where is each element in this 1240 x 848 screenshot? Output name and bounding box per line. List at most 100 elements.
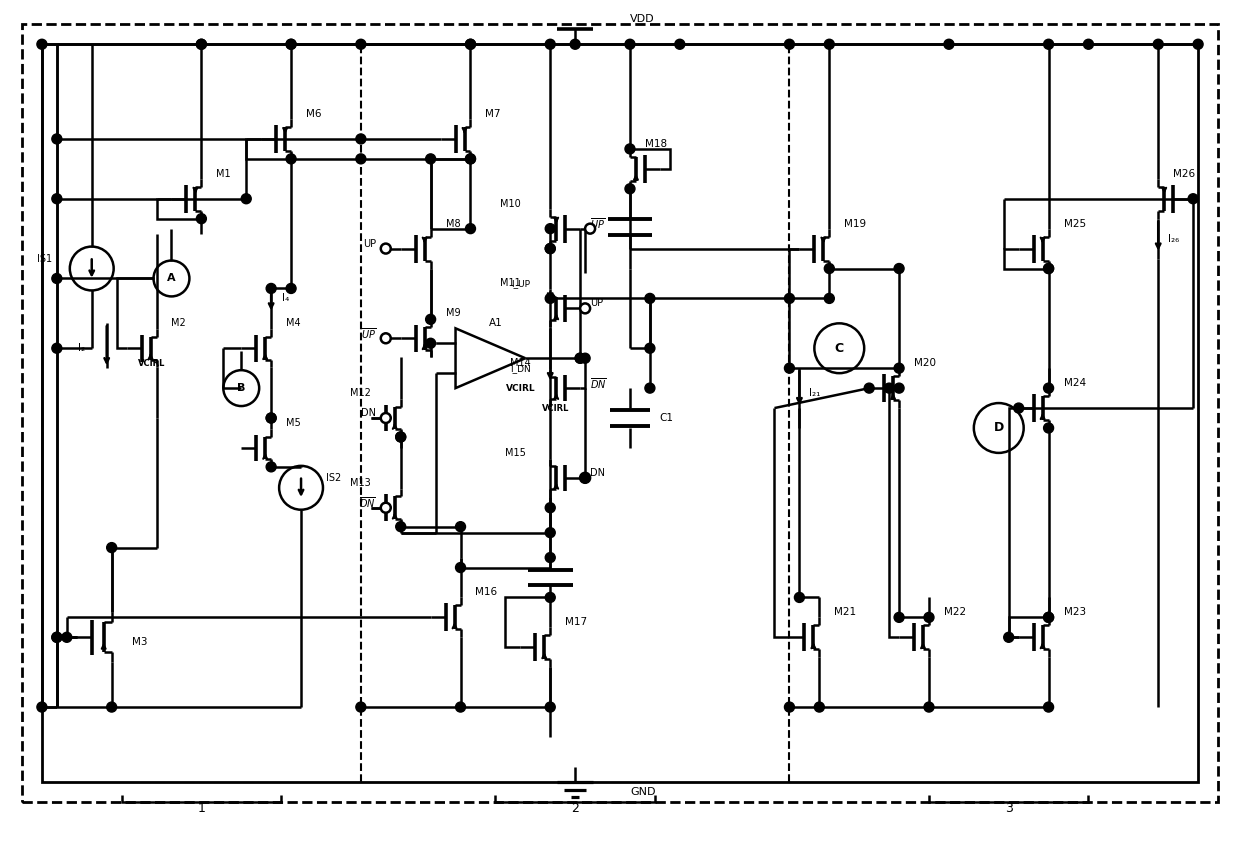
- Text: M10: M10: [501, 198, 521, 209]
- Circle shape: [884, 383, 894, 393]
- Text: I₄: I₄: [283, 293, 290, 304]
- Circle shape: [1044, 264, 1054, 274]
- Text: M24: M24: [1064, 378, 1086, 388]
- Text: A: A: [167, 273, 176, 283]
- Text: D: D: [993, 421, 1004, 434]
- Circle shape: [267, 413, 277, 423]
- Text: M3: M3: [131, 638, 148, 647]
- Circle shape: [396, 522, 405, 532]
- Text: M11: M11: [501, 278, 521, 288]
- Circle shape: [546, 39, 556, 49]
- Circle shape: [196, 214, 206, 224]
- Circle shape: [546, 293, 556, 304]
- Circle shape: [52, 343, 62, 354]
- Text: B: B: [237, 383, 246, 393]
- Circle shape: [267, 413, 277, 423]
- Circle shape: [196, 39, 206, 49]
- Text: DN: DN: [361, 408, 376, 418]
- Circle shape: [546, 527, 556, 538]
- Circle shape: [1193, 39, 1203, 49]
- Circle shape: [546, 593, 556, 602]
- Text: M26: M26: [1173, 169, 1195, 179]
- Circle shape: [455, 522, 465, 532]
- Circle shape: [381, 503, 391, 513]
- Text: M22: M22: [944, 607, 966, 617]
- Circle shape: [465, 153, 475, 164]
- Text: I₂₁: I₂₁: [808, 388, 820, 398]
- Circle shape: [381, 413, 391, 423]
- Text: M14: M14: [511, 358, 531, 368]
- Circle shape: [625, 184, 635, 193]
- Circle shape: [825, 39, 835, 49]
- Circle shape: [465, 153, 475, 164]
- Text: I_UP: I_UP: [511, 279, 529, 288]
- Circle shape: [580, 354, 590, 363]
- Circle shape: [580, 304, 590, 314]
- Circle shape: [894, 363, 904, 373]
- Text: VCIRL: VCIRL: [138, 359, 165, 368]
- Text: VCIRL: VCIRL: [506, 383, 536, 393]
- Circle shape: [425, 338, 435, 349]
- Text: M23: M23: [1064, 607, 1086, 617]
- Circle shape: [825, 293, 835, 304]
- Text: M17: M17: [565, 617, 588, 628]
- Text: 2: 2: [572, 802, 579, 815]
- Text: I_DN: I_DN: [510, 364, 531, 372]
- Text: M5: M5: [286, 418, 301, 428]
- Text: M19: M19: [844, 219, 867, 229]
- Text: M2: M2: [171, 318, 186, 328]
- Circle shape: [825, 264, 835, 274]
- Circle shape: [381, 333, 391, 343]
- Circle shape: [894, 383, 904, 393]
- Text: 3: 3: [1004, 802, 1013, 815]
- Circle shape: [425, 153, 435, 164]
- Circle shape: [107, 702, 117, 712]
- Circle shape: [580, 473, 590, 483]
- Circle shape: [675, 39, 684, 49]
- Circle shape: [425, 315, 435, 324]
- Text: M16: M16: [475, 588, 497, 598]
- Circle shape: [645, 293, 655, 304]
- Circle shape: [52, 633, 62, 642]
- Circle shape: [465, 224, 475, 234]
- Circle shape: [815, 702, 825, 712]
- Bar: [42, 44, 1198, 782]
- Text: 1: 1: [197, 802, 206, 815]
- Text: IS1: IS1: [37, 254, 52, 264]
- Circle shape: [1044, 264, 1054, 274]
- Text: UP: UP: [590, 298, 603, 309]
- Circle shape: [546, 243, 556, 254]
- Circle shape: [396, 432, 405, 442]
- Text: M8: M8: [445, 219, 460, 229]
- Text: M7: M7: [485, 109, 501, 119]
- Circle shape: [894, 612, 904, 622]
- Circle shape: [1084, 39, 1094, 49]
- Circle shape: [1044, 383, 1054, 393]
- Text: A1: A1: [489, 318, 502, 328]
- Text: VCIRL: VCIRL: [542, 404, 569, 413]
- Text: M12: M12: [350, 388, 371, 398]
- Text: M9: M9: [445, 309, 460, 318]
- Text: GND: GND: [630, 787, 656, 797]
- Circle shape: [1003, 633, 1014, 642]
- Text: $\overline{UP}$: $\overline{UP}$: [361, 326, 376, 341]
- Circle shape: [785, 363, 795, 373]
- Circle shape: [546, 243, 556, 254]
- Text: VDD: VDD: [630, 14, 655, 25]
- Circle shape: [625, 39, 635, 49]
- Circle shape: [894, 264, 904, 274]
- Circle shape: [356, 702, 366, 712]
- Circle shape: [356, 134, 366, 144]
- Text: M1: M1: [216, 169, 231, 179]
- Circle shape: [267, 462, 277, 471]
- Circle shape: [1044, 612, 1054, 622]
- Circle shape: [465, 39, 475, 49]
- Circle shape: [1153, 39, 1163, 49]
- Circle shape: [546, 224, 556, 234]
- Circle shape: [546, 702, 556, 712]
- Text: $\overline{DN}$: $\overline{DN}$: [590, 376, 606, 391]
- Circle shape: [455, 562, 465, 572]
- Text: I₂₆: I₂₆: [1168, 233, 1179, 243]
- Text: UP: UP: [362, 238, 376, 248]
- Text: I₂: I₂: [78, 343, 86, 354]
